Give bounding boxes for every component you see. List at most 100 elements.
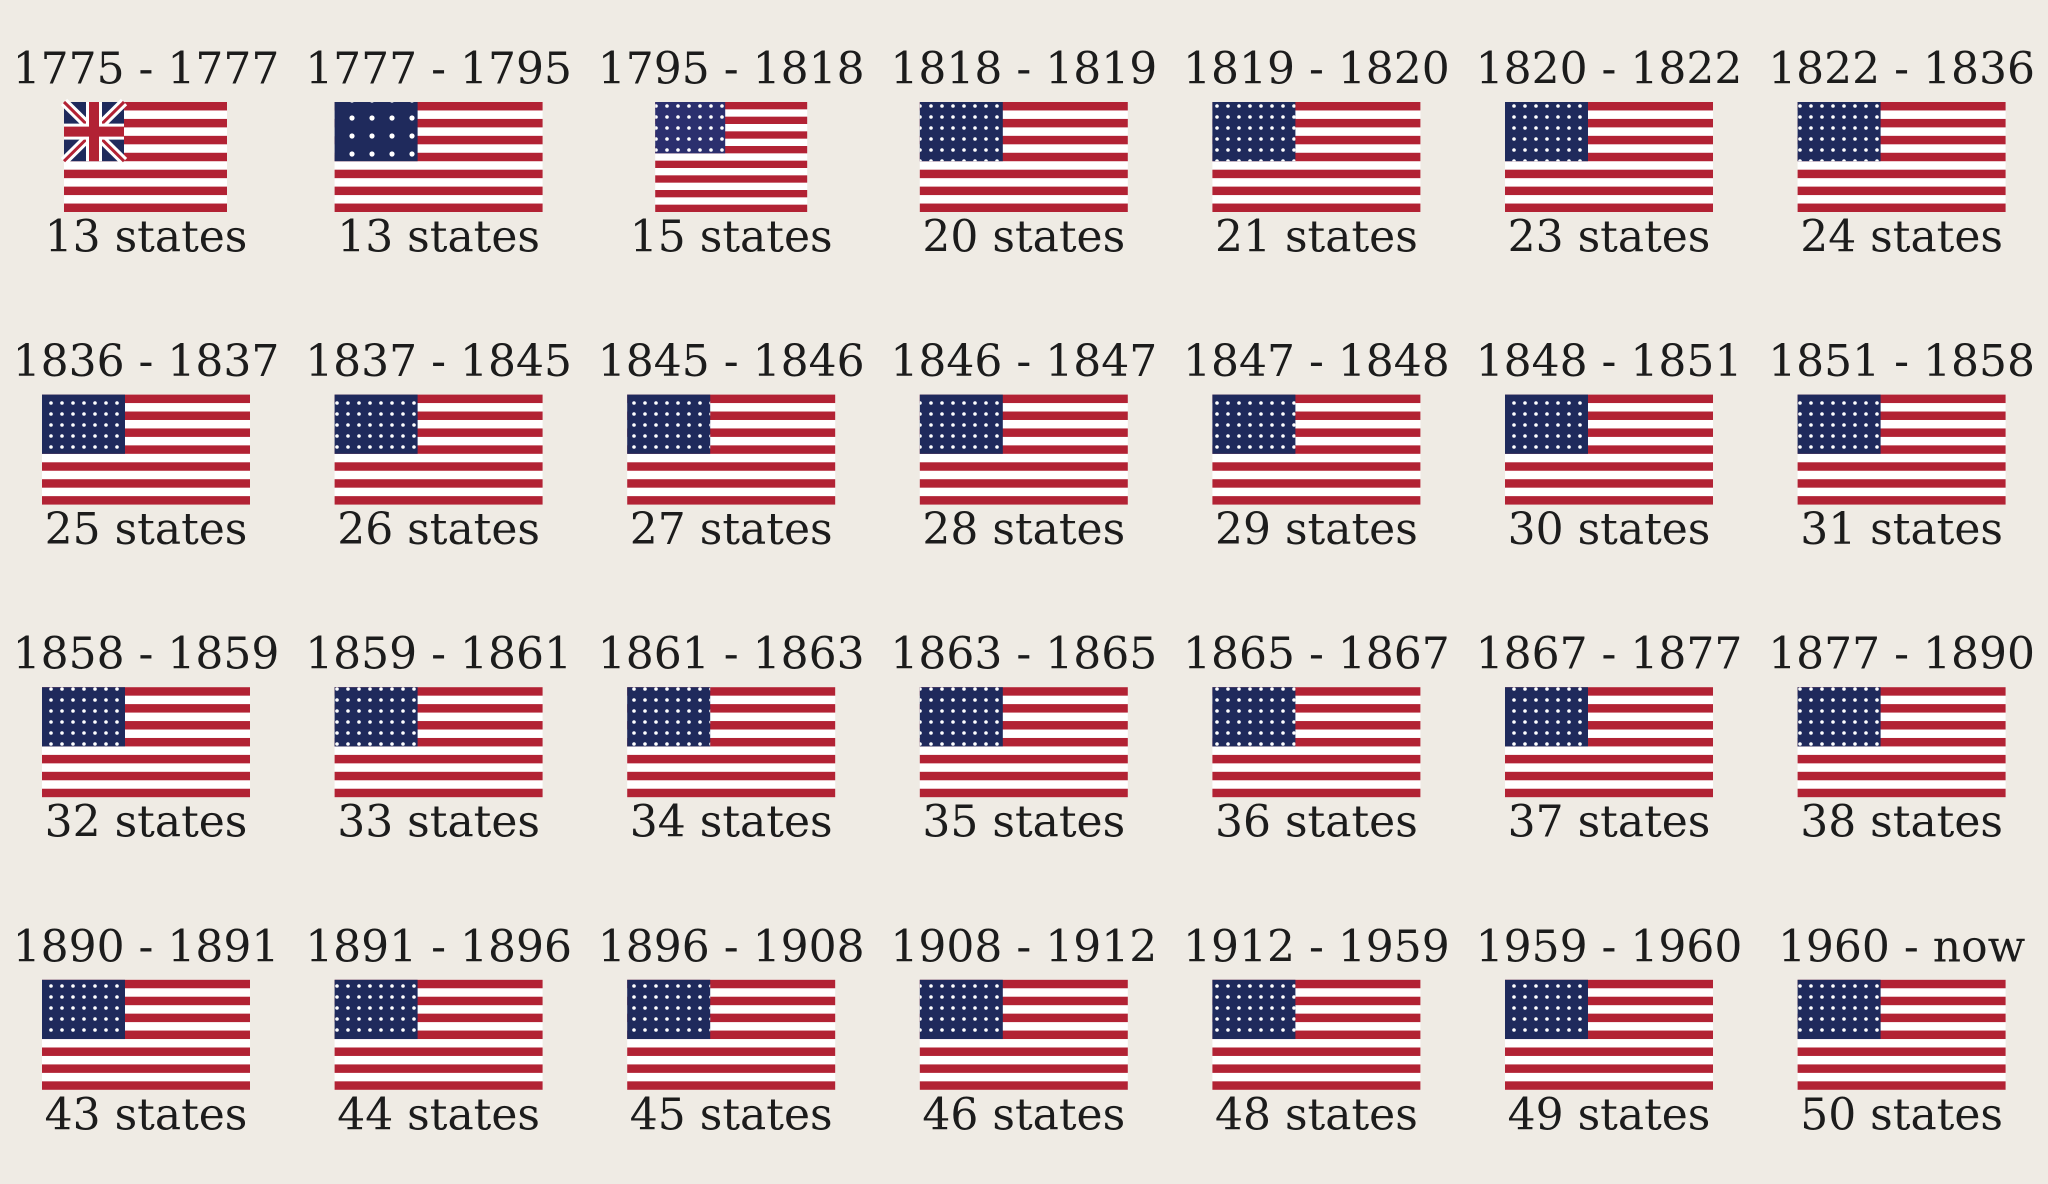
stripe (1212, 754, 1421, 764)
stripe (1505, 135, 1713, 145)
stripe (627, 428, 836, 437)
flag-card: 1867 - 1877 37 states (1476, 629, 1743, 848)
flag-card: 1877 - 1890 38 states (1768, 629, 2035, 848)
stripe (1505, 1013, 1713, 1023)
stripe (42, 394, 250, 404)
stars (1212, 102, 1296, 162)
period-label: 1846 - 1847 (890, 336, 1157, 387)
period-label: 1848 - 1851 (1476, 336, 1743, 387)
stripe (1797, 754, 2006, 764)
stripe (919, 135, 1128, 145)
stripe (1212, 687, 1421, 696)
flag-card: 1861 - 1863 34 states (598, 629, 865, 848)
stars (334, 687, 418, 747)
stripe (1212, 737, 1421, 747)
stripe (42, 754, 250, 764)
stripe (627, 1013, 836, 1023)
flag-card: 1846 - 1847 28 states (890, 336, 1157, 555)
stripe (1505, 1064, 1713, 1073)
flag (1797, 102, 2006, 212)
stripe (919, 411, 1128, 420)
stripe (655, 190, 808, 198)
stripe (334, 721, 543, 730)
states-label: 45 states (630, 1089, 833, 1140)
stripe (334, 996, 543, 1006)
stripe (919, 754, 1128, 764)
stripe (334, 411, 543, 420)
stars (42, 687, 125, 747)
period-label: 1851 - 1858 (1768, 336, 2035, 387)
stripe (64, 102, 227, 111)
stripe (42, 1081, 250, 1090)
stripe (334, 771, 543, 781)
stripe (919, 1081, 1128, 1090)
stripe (334, 1013, 543, 1023)
stripe (627, 1047, 836, 1056)
flag (1212, 979, 1421, 1090)
states-label: 13 states (337, 212, 540, 263)
stripe (1212, 721, 1421, 730)
stripe (1797, 788, 2006, 798)
stripe (919, 1047, 1128, 1056)
stripe (1505, 186, 1713, 196)
stripe (919, 428, 1128, 437)
stripe (919, 996, 1128, 1006)
stripe (42, 1047, 250, 1056)
flag-card: 1795 - 1818 15 states (598, 44, 865, 263)
flag (1212, 394, 1421, 505)
stripe (1505, 996, 1713, 1006)
flag (919, 102, 1128, 212)
stripe (655, 175, 808, 183)
states-label: 38 states (1800, 797, 2003, 848)
flag (42, 979, 250, 1090)
stripe (919, 394, 1128, 404)
stripe (655, 102, 808, 110)
stripe (1212, 1047, 1421, 1056)
period-label: 1865 - 1867 (1183, 629, 1450, 680)
stripe (1505, 152, 1713, 162)
stripe (334, 1030, 543, 1040)
stripe (334, 445, 543, 454)
stripe (1505, 411, 1713, 420)
stripe (1797, 771, 2006, 781)
stars (919, 979, 1003, 1040)
stripe (1212, 704, 1421, 713)
flag (42, 394, 250, 505)
stripe (1505, 1081, 1713, 1090)
flag-card: 1959 - 1960 49 states (1476, 921, 1743, 1140)
states-label: 20 states (922, 212, 1125, 263)
stripe (627, 394, 836, 404)
stars (627, 394, 711, 454)
flag-card: 1837 - 1845 26 states (305, 336, 572, 555)
period-label: 1863 - 1865 (890, 629, 1157, 680)
stripe (1505, 203, 1713, 212)
stripe (1212, 996, 1421, 1006)
stripe (919, 152, 1128, 162)
stripe (1797, 996, 2006, 1006)
flag (627, 394, 836, 505)
flag-card: 1891 - 1896 44 states (305, 921, 572, 1140)
flag (655, 102, 808, 212)
states-label: 50 states (1800, 1089, 2003, 1140)
stripe (64, 186, 227, 196)
stripe (1505, 788, 1713, 798)
stripe (1212, 428, 1421, 437)
states-label: 44 states (337, 1089, 540, 1140)
flag-card: 1896 - 1908 45 states (598, 921, 865, 1140)
stripe (1505, 754, 1713, 764)
flag (1505, 979, 1713, 1090)
stripe (627, 788, 836, 798)
stripe (627, 1081, 836, 1090)
period-label: 1861 - 1863 (598, 629, 865, 680)
flag (334, 102, 543, 212)
stripe (919, 721, 1128, 730)
stripe (919, 788, 1128, 798)
stripe (627, 704, 836, 713)
flag-card: 1819 - 1820 21 states (1183, 44, 1450, 263)
flag (919, 687, 1128, 798)
stripe (1797, 186, 2006, 196)
stripe (334, 1081, 543, 1090)
stripe (1797, 428, 2006, 437)
stripe (919, 737, 1128, 747)
